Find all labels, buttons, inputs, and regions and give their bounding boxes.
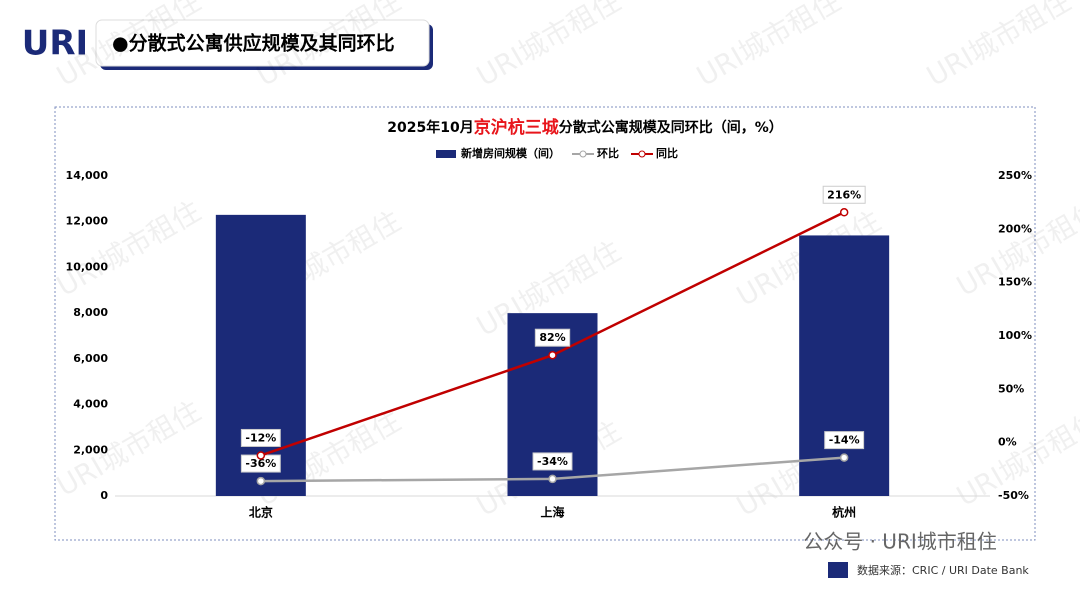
value-label-bg: [532, 452, 573, 471]
y-tick-label: 8,000: [73, 306, 108, 319]
y-tick-label: 6,000: [73, 352, 108, 365]
y-tick-label: 12,000: [66, 215, 109, 228]
point: [548, 474, 557, 484]
title-part: 京沪杭三城: [474, 117, 559, 138]
legend-swatch: [579, 150, 587, 158]
title-part: 分散式公寓规模及同环比（间，%）: [559, 119, 783, 136]
y2-tick-label: 250%: [998, 169, 1032, 182]
x-tick-label: 北京: [249, 505, 273, 520]
y-tick-label: 14,000: [66, 169, 109, 182]
value-label-bg: [824, 431, 865, 450]
point: [256, 451, 266, 460]
logo: URI: [22, 24, 88, 64]
watermark: URI城市租住: [921, 0, 1076, 93]
point: [839, 208, 849, 217]
watermark: URI城市租住: [471, 0, 626, 93]
chart-title: 2025年10月京沪杭三城分散式公寓规模及同环比（间，%）: [387, 117, 782, 138]
legend-label: 同比: [656, 146, 678, 160]
point: [548, 350, 557, 360]
footer-account: 公众号 · URI城市租住: [803, 530, 997, 554]
y-tick-label: 2,000: [73, 443, 108, 456]
bar: [215, 214, 306, 496]
legend-label: 环比: [597, 146, 619, 160]
legend-label: 新增房间规模（间）: [461, 146, 560, 160]
y2-tick-label: 0%: [998, 436, 1017, 449]
value-label-bg: [534, 328, 571, 347]
x-tick-label: 上海: [540, 505, 564, 520]
value-label-bg: [240, 428, 281, 447]
point: [839, 453, 849, 462]
value-label: -14%: [829, 434, 860, 447]
value-label-bg: [822, 185, 866, 204]
y-tick-label: 10,000: [66, 260, 109, 273]
y2-tick-label: 100%: [998, 329, 1032, 342]
value-label: -36%: [245, 457, 276, 470]
watermark: URI城市租住: [51, 194, 206, 303]
y-tick-label: 4,000: [73, 398, 108, 411]
value-label: -34%: [537, 455, 568, 468]
value-label: 82%: [539, 331, 565, 344]
header-title: ●分散式公寓供应规模及其同环比: [112, 32, 395, 55]
x-tick-label: 杭州: [832, 505, 856, 520]
legend-swatch: [638, 150, 646, 158]
chart-frame: [54, 106, 1036, 541]
footer-source: 数据来源：CRIC / URI Date Bank: [857, 563, 1029, 577]
title-box: [95, 19, 430, 67]
watermark: URI城市租住: [691, 0, 846, 93]
y2-tick-label: 50%: [998, 382, 1024, 395]
y2-tick-label: 150%: [998, 276, 1032, 289]
value-label: -12%: [245, 431, 276, 444]
source-icon: [828, 562, 848, 578]
legend-swatch: [436, 150, 456, 158]
y-tick-label: 0: [100, 489, 108, 502]
title-part: 2025年10月: [387, 119, 473, 136]
value-label: 216%: [827, 188, 861, 201]
y2-tick-label: -50%: [998, 489, 1029, 502]
point: [256, 476, 266, 486]
y2-tick-label: 200%: [998, 222, 1032, 235]
bar: [799, 235, 890, 496]
